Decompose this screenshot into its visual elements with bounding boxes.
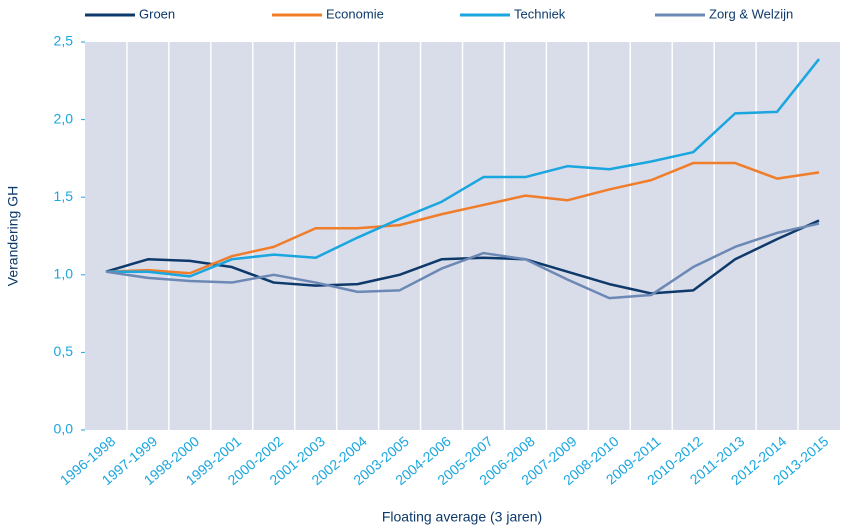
y-tick-label: 1,5 [54, 188, 74, 204]
x-axis-label: Floating average (3 jaren) [382, 509, 542, 525]
legend-label: Techniek [514, 6, 566, 21]
line-series [105, 161, 820, 275]
y-tick-label: 2,0 [54, 110, 74, 126]
y-tick-label: 2,5 [54, 33, 74, 49]
legend-label: Groen [139, 6, 175, 21]
y-axis-label: Verandering GH [5, 186, 21, 286]
line-series [105, 222, 820, 300]
y-tick-label: 0,0 [54, 421, 74, 437]
y-tick-label: 1,0 [54, 266, 74, 282]
line-series [105, 58, 821, 278]
legend-label: Economie [326, 6, 384, 21]
legend-label: Zorg & Welzijn [709, 6, 793, 21]
line-series [105, 219, 820, 295]
y-tick-label: 0,5 [54, 343, 74, 359]
